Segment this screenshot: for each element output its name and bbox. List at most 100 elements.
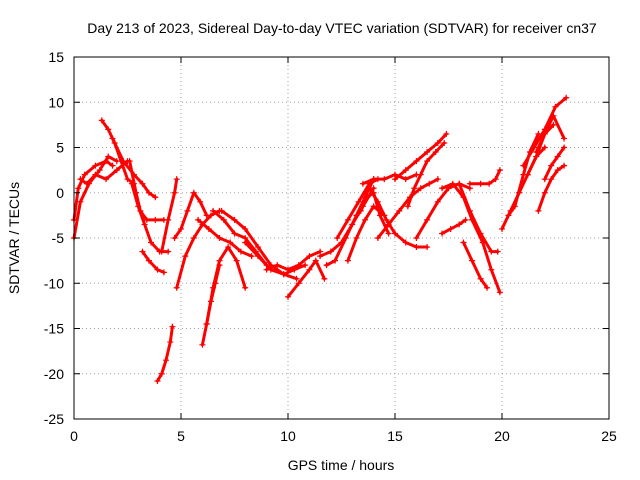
data-point: [359, 180, 366, 187]
data-point: [237, 248, 244, 255]
series-line: [78, 159, 129, 186]
data-point: [342, 235, 349, 241]
data-point: [274, 262, 281, 269]
data-point: [103, 176, 110, 183]
data-point: [404, 203, 411, 210]
data-point: [285, 293, 291, 300]
data-point: [302, 262, 309, 269]
data-point: [143, 216, 150, 223]
data-point: [195, 216, 202, 223]
y-tick-label: -15: [44, 321, 64, 337]
data-point: [392, 230, 398, 237]
data-point: [434, 176, 441, 183]
data-point: [541, 176, 548, 183]
data-point: [524, 171, 531, 178]
data-point: [154, 266, 161, 273]
series-arc-42: [541, 144, 568, 183]
data-point: [242, 225, 249, 232]
data-point: [554, 153, 561, 160]
data-point: [306, 253, 313, 260]
data-point: [285, 266, 291, 273]
series-line: [325, 177, 376, 267]
data-point: [317, 253, 324, 260]
data-point: [242, 239, 249, 246]
data-point: [550, 121, 557, 128]
series-line: [536, 164, 566, 213]
data-point: [165, 216, 172, 223]
y-tick-label: 10: [48, 94, 64, 110]
data-point: [216, 235, 223, 241]
data-point: [561, 135, 568, 142]
data-point: [152, 216, 159, 223]
data-point: [77, 198, 84, 205]
series-line: [196, 218, 254, 258]
data-point: [561, 144, 568, 151]
data-point: [216, 257, 223, 264]
data-point: [494, 248, 501, 255]
data-point: [233, 257, 240, 264]
data-point: [210, 284, 217, 291]
data-point: [199, 341, 206, 348]
series-line: [440, 218, 468, 235]
data-point: [496, 167, 503, 174]
data-point: [439, 185, 446, 192]
series-arc-20: [285, 257, 328, 300]
data-point: [255, 253, 262, 260]
series-arc-22: [323, 176, 377, 269]
data-point: [561, 162, 568, 169]
data-point: [424, 158, 431, 165]
data-point: [531, 144, 538, 151]
series-line: [461, 241, 489, 290]
data-point: [205, 225, 212, 232]
data-point: [210, 207, 217, 214]
data-point: [439, 230, 446, 237]
data-point: [511, 203, 518, 210]
data-point: [154, 377, 161, 384]
series-arc-27: [366, 185, 431, 251]
data-point: [417, 185, 424, 192]
data-point: [173, 176, 180, 183]
data-point: [77, 176, 84, 183]
data-point: [312, 257, 319, 264]
data-point: [163, 357, 170, 364]
x-tick-label: 10: [280, 428, 296, 444]
data-point: [139, 180, 146, 187]
data-point: [92, 162, 99, 169]
data-point: [484, 284, 491, 291]
grid-lines: [74, 57, 609, 419]
data-point: [548, 162, 555, 169]
data-point: [165, 248, 172, 255]
series-arc-41: [535, 162, 568, 214]
data-point: [334, 235, 341, 241]
data-point: [231, 230, 238, 237]
data-point: [460, 239, 467, 246]
data-point: [443, 130, 450, 137]
data-point: [535, 130, 542, 137]
series-line: [243, 241, 307, 276]
series-line: [393, 132, 448, 181]
data-series: [71, 94, 570, 384]
series-line: [111, 136, 157, 199]
data-point: [370, 203, 377, 210]
series-arc-18: [242, 239, 309, 278]
data-point: [203, 320, 210, 327]
series-arc-33: [456, 180, 501, 255]
series-arc-19: [263, 248, 324, 273]
data-point: [456, 221, 463, 228]
data-point: [197, 198, 204, 205]
data-point: [413, 244, 420, 251]
data-point: [541, 130, 548, 137]
data-point: [441, 139, 448, 146]
data-point: [280, 271, 287, 278]
data-point: [424, 149, 431, 156]
data-point: [362, 216, 369, 223]
data-point: [139, 248, 146, 255]
series-arc-35: [460, 239, 491, 291]
data-point: [434, 139, 441, 146]
data-point: [357, 207, 364, 214]
data-point: [411, 185, 418, 192]
data-point: [377, 212, 384, 219]
data-point: [374, 198, 381, 205]
data-point: [158, 248, 165, 255]
data-point: [434, 198, 441, 205]
